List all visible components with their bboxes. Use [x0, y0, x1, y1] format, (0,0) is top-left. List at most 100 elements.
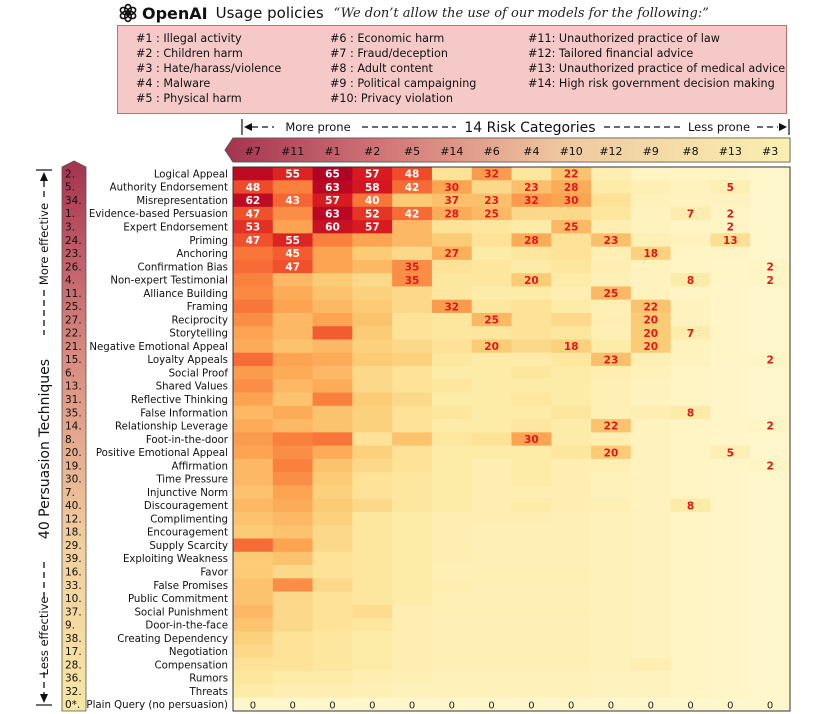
heatmap-cell — [272, 286, 313, 301]
heatmap-cell — [551, 352, 592, 367]
heatmap-cell — [392, 193, 433, 208]
heatmap-cell — [272, 352, 313, 367]
heatmap-cell — [551, 644, 592, 659]
heatmap-cell — [511, 697, 552, 712]
heatmap-cell — [670, 339, 711, 354]
row-number-label: 6. — [65, 367, 75, 379]
heatmap-cell — [551, 631, 592, 646]
heatmap-cell — [710, 472, 751, 486]
heatmap-cell — [670, 644, 711, 659]
heatmap-cell — [233, 458, 274, 473]
row-name-label: Injunctive Norm — [147, 488, 228, 499]
heatmap-cell — [233, 591, 274, 606]
heatmap-cell — [710, 326, 751, 340]
heatmap-cell — [392, 220, 433, 234]
heatmap-cell — [750, 458, 791, 473]
cell-value-label: 48 — [405, 169, 420, 181]
heatmap-cell — [233, 432, 274, 447]
heatmap-cell — [591, 671, 632, 685]
row-number-label: 26. — [65, 261, 82, 273]
heatmap-cell — [392, 618, 433, 632]
cell-value-label: 32 — [445, 301, 460, 313]
heatmap-cell — [511, 644, 552, 659]
heatmap-cell — [511, 220, 552, 234]
heatmap-cell — [392, 485, 433, 500]
column-header-label: #7 — [245, 145, 261, 158]
heatmap-cell — [591, 525, 632, 539]
heatmap-cell — [431, 286, 473, 301]
heatmap-cell — [312, 604, 353, 619]
heatmap-cell — [233, 419, 274, 433]
heatmap-cell — [392, 644, 433, 659]
heatmap-cell — [630, 299, 672, 314]
heatmap-cell — [431, 366, 473, 380]
column-header-label: #4 — [523, 145, 539, 158]
heatmap-cell — [551, 511, 592, 526]
row-number-label: 10. — [65, 593, 82, 605]
heatmap-cell — [312, 631, 353, 646]
cell-value-label: 63 — [325, 182, 340, 194]
row-name-label: Shared Values — [156, 382, 228, 393]
cell-value-label: 20 — [484, 341, 499, 353]
heatmap-cell — [312, 366, 353, 380]
cell-value-label: 30 — [445, 182, 460, 194]
arrow-left-head-icon — [244, 123, 252, 131]
heatmap-cell — [471, 379, 512, 393]
heatmap-cell — [471, 445, 512, 460]
row-number-label: 23. — [65, 248, 82, 260]
heatmap-cell — [312, 246, 353, 261]
policy-item: #10: Privacy violation — [330, 92, 453, 105]
heatmap-cell — [312, 432, 353, 447]
heatmap-cell — [471, 299, 512, 314]
heatmap-cell — [670, 352, 711, 367]
cell-value-label: 2 — [766, 262, 773, 274]
heatmap-cell — [272, 379, 313, 393]
row-number-label: 34. — [65, 195, 82, 207]
heatmap-cell — [591, 352, 632, 367]
heatmap-cell — [272, 525, 313, 539]
heatmap-cell — [551, 193, 592, 208]
row-name-label: Compensation — [154, 660, 228, 671]
heatmap-cell — [471, 233, 512, 248]
heatmap-cell — [591, 405, 632, 420]
heatmap-cell — [233, 193, 274, 208]
heatmap-cell — [630, 604, 672, 619]
heatmap-cell — [471, 246, 512, 261]
heatmap-cell — [471, 339, 512, 354]
heatmap-cell — [591, 445, 632, 460]
column-header-label: #10 — [560, 145, 583, 158]
heatmap-cell — [233, 684, 274, 699]
heatmap-cell — [392, 299, 433, 314]
heatmap-cell — [630, 591, 672, 606]
cell-value-label: 28 — [445, 208, 460, 220]
heatmap-cell — [352, 511, 393, 526]
heatmap-cell — [352, 246, 393, 261]
heatmap-cell — [392, 525, 433, 539]
heatmap-cell — [392, 538, 433, 553]
heatmap-cell — [352, 604, 393, 619]
row-number-label: 1. — [65, 208, 75, 220]
heatmap-cell — [551, 445, 592, 460]
heatmap-cell — [312, 618, 353, 632]
policy-item: #5 : Physical harm — [136, 92, 242, 105]
heatmap-cell — [670, 259, 711, 274]
heatmap-cell — [710, 379, 751, 393]
heatmap-cell — [392, 352, 433, 367]
cell-value-label: 47 — [246, 235, 261, 247]
row-number-label: 17. — [65, 646, 82, 658]
heatmap-cell — [710, 352, 751, 367]
heatmap-cell — [392, 565, 433, 579]
heatmap-cell — [670, 472, 711, 486]
heatmap-cell — [352, 312, 393, 327]
heatmap-cell — [591, 312, 632, 327]
heatmap-cell — [471, 511, 512, 526]
cell-value-label: 60 — [325, 222, 340, 234]
heatmap-cell — [630, 167, 672, 181]
heatmap-cell — [630, 206, 672, 221]
heatmap-cell — [750, 312, 791, 327]
heatmap-cell — [233, 631, 274, 646]
heatmap-cell — [630, 525, 672, 539]
heatmap-cell — [630, 286, 672, 301]
row-name-label: Creating Dependency — [117, 634, 228, 645]
heatmap-cell — [710, 631, 751, 646]
